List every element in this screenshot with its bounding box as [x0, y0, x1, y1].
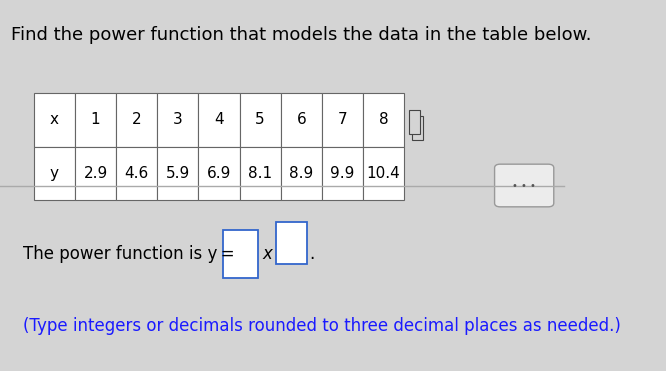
FancyBboxPatch shape	[75, 93, 116, 147]
FancyBboxPatch shape	[495, 164, 553, 207]
Text: (Type integers or decimals rounded to three decimal places as needed.): (Type integers or decimals rounded to th…	[23, 318, 621, 335]
FancyBboxPatch shape	[222, 230, 258, 278]
Text: 6.9: 6.9	[206, 166, 231, 181]
FancyBboxPatch shape	[116, 93, 157, 147]
Text: x: x	[50, 112, 59, 127]
FancyBboxPatch shape	[412, 116, 424, 140]
FancyBboxPatch shape	[280, 93, 322, 147]
Text: • • •: • • •	[512, 181, 536, 190]
FancyBboxPatch shape	[322, 147, 363, 200]
FancyBboxPatch shape	[34, 147, 75, 200]
Text: 9.9: 9.9	[330, 166, 354, 181]
Text: Find the power function that models the data in the table below.: Find the power function that models the …	[11, 26, 592, 44]
Text: 5: 5	[255, 112, 265, 127]
FancyBboxPatch shape	[157, 147, 198, 200]
Text: The power function is y =: The power function is y =	[23, 245, 234, 263]
FancyBboxPatch shape	[198, 93, 240, 147]
FancyBboxPatch shape	[116, 147, 157, 200]
Text: 8.9: 8.9	[289, 166, 314, 181]
Text: 8.1: 8.1	[248, 166, 272, 181]
FancyBboxPatch shape	[280, 147, 322, 200]
Text: 6: 6	[296, 112, 306, 127]
FancyBboxPatch shape	[322, 93, 363, 147]
FancyBboxPatch shape	[276, 222, 306, 264]
Text: x: x	[262, 245, 272, 263]
Text: 5.9: 5.9	[166, 166, 190, 181]
FancyBboxPatch shape	[363, 93, 404, 147]
Text: 1: 1	[91, 112, 101, 127]
Text: 10.4: 10.4	[367, 166, 400, 181]
FancyBboxPatch shape	[198, 147, 240, 200]
FancyBboxPatch shape	[75, 147, 116, 200]
Text: 2.9: 2.9	[83, 166, 108, 181]
Text: 4: 4	[214, 112, 224, 127]
Text: .: .	[309, 245, 314, 263]
Text: y: y	[50, 166, 59, 181]
Text: 8: 8	[379, 112, 388, 127]
FancyBboxPatch shape	[157, 93, 198, 147]
FancyBboxPatch shape	[363, 147, 404, 200]
Text: 7: 7	[338, 112, 347, 127]
Text: 4.6: 4.6	[125, 166, 149, 181]
FancyBboxPatch shape	[240, 93, 280, 147]
Text: 3: 3	[173, 112, 182, 127]
FancyBboxPatch shape	[34, 93, 75, 147]
Text: 2: 2	[132, 112, 141, 127]
FancyBboxPatch shape	[240, 147, 280, 200]
FancyBboxPatch shape	[409, 110, 420, 134]
